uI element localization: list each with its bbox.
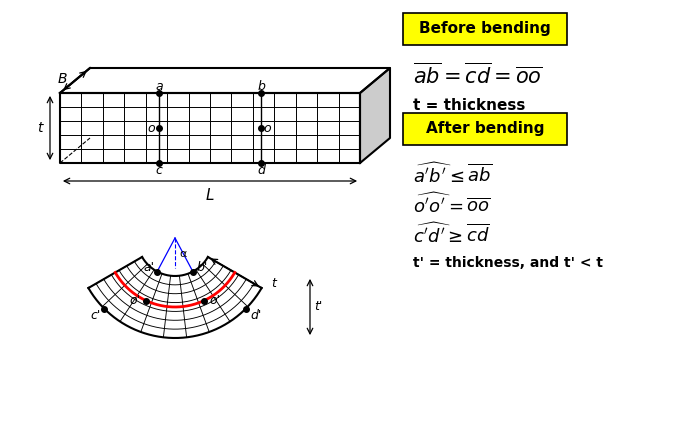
Polygon shape — [89, 257, 262, 338]
FancyBboxPatch shape — [403, 13, 567, 45]
Text: L: L — [206, 188, 214, 203]
Text: After bending: After bending — [426, 122, 544, 136]
Text: α: α — [179, 249, 186, 259]
Text: $\widehat{c'd'} \geq \overline{cd}$: $\widehat{c'd'} \geq \overline{cd}$ — [413, 223, 490, 247]
Text: d: d — [257, 165, 265, 178]
FancyBboxPatch shape — [403, 113, 567, 145]
Text: B: B — [57, 72, 67, 86]
Text: t' = thickness, and t' < t: t' = thickness, and t' < t — [413, 256, 603, 270]
Text: d': d' — [251, 309, 262, 322]
Text: t: t — [37, 121, 43, 135]
Text: t = thickness: t = thickness — [413, 97, 526, 113]
Text: b: b — [257, 80, 265, 93]
Text: o': o' — [130, 294, 141, 307]
Text: Before bending: Before bending — [419, 22, 551, 36]
Text: $\overline{ab} = \overline{cd} = \overline{oo}$: $\overline{ab} = \overline{cd} = \overli… — [413, 62, 542, 88]
Polygon shape — [60, 93, 360, 163]
Text: b': b' — [197, 261, 208, 274]
Text: $\widehat{a'b'} \leq \overline{ab}$: $\widehat{a'b'} \leq \overline{ab}$ — [413, 163, 492, 187]
Text: c: c — [156, 165, 163, 178]
Text: t': t' — [314, 301, 322, 313]
Text: t: t — [272, 277, 276, 290]
Text: c': c' — [90, 309, 101, 322]
Text: a': a' — [143, 261, 154, 274]
Polygon shape — [60, 68, 390, 93]
Text: o: o — [147, 122, 155, 135]
Text: o: o — [263, 122, 271, 135]
Text: a: a — [155, 80, 163, 93]
Polygon shape — [360, 68, 390, 163]
Text: o': o' — [209, 294, 220, 307]
Text: $\widehat{o'o'} = \overline{oo}$: $\widehat{o'o'} = \overline{oo}$ — [413, 193, 491, 217]
